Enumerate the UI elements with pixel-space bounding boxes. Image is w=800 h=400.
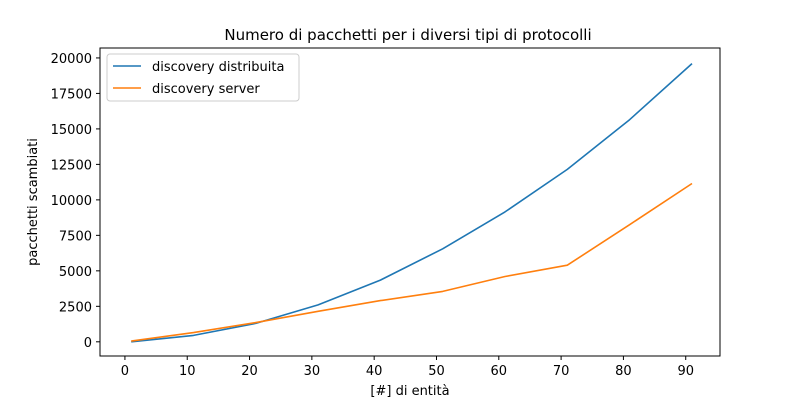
- legend-frame: [106, 53, 300, 102]
- x-tick-label: 60: [491, 364, 508, 379]
- x-axis: 0 10 20 30 40 50 60 70 80 90: [121, 356, 694, 379]
- plot-frame: [99, 47, 721, 357]
- legend-label-1: discovery distribuita: [152, 60, 284, 75]
- x-axis-label: [#] di entità: [370, 384, 449, 399]
- legend: discovery distribuita discovery server: [106, 53, 300, 102]
- y-axis-label: pacchetti scambiati: [26, 138, 41, 266]
- x-tick-label: 30: [304, 364, 321, 379]
- series-line-2: [131, 182, 693, 342]
- plot-area: [99, 47, 721, 357]
- y-axis: 0 2500 5000 7500 10000 12500 15000 17500 20000: [51, 52, 100, 351]
- x-tick-label: 80: [615, 364, 632, 379]
- series-line-1: [131, 63, 693, 343]
- y-tick-label: 2500: [59, 300, 92, 315]
- x-tick-label: 40: [366, 364, 383, 379]
- x-tick-label: 0: [121, 364, 129, 379]
- y-tick-label: 7500: [59, 229, 92, 244]
- x-tick-label: 50: [428, 364, 445, 379]
- chart-title: Numero di pacchetti per i diversi tipi d…: [224, 26, 591, 44]
- y-tick-label: 17500: [51, 87, 92, 102]
- legend-label-2: discovery server: [152, 82, 260, 97]
- x-tick-label: 70: [553, 364, 570, 379]
- y-tick-label: 10000: [51, 194, 92, 209]
- y-tick-label: 12500: [51, 158, 92, 173]
- x-tick-label: 10: [179, 364, 196, 379]
- y-tick-label: 0: [84, 336, 92, 351]
- y-tick-label: 15000: [51, 123, 92, 138]
- x-tick-label: 90: [677, 364, 694, 379]
- x-tick-label: 20: [241, 364, 258, 379]
- y-tick-label: 20000: [51, 52, 92, 67]
- series-lines: [131, 63, 693, 343]
- y-tick-label: 5000: [59, 265, 92, 280]
